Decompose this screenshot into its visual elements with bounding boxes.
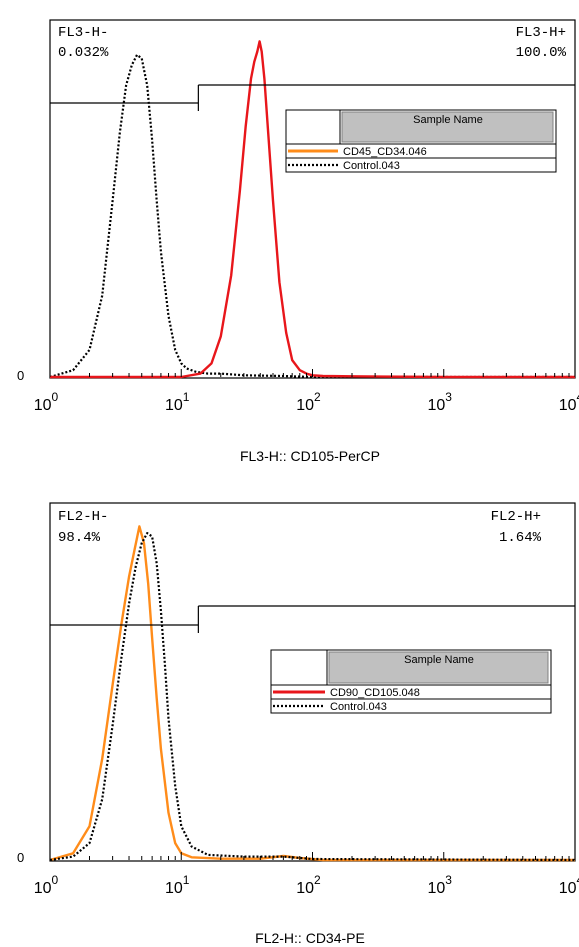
y-tick-zero: 0 xyxy=(17,850,24,865)
plot-frame xyxy=(49,19,576,379)
x-axis-label: FL2-H:: CD34-PE xyxy=(255,930,365,946)
x-tick-label: 100 xyxy=(34,390,59,414)
legend-entry-label: CD90_CD105.048 xyxy=(330,687,420,699)
x-tick-label: 104 xyxy=(559,873,579,897)
legend-header-shade xyxy=(341,111,554,143)
legend: Sample Name CD90_CD105.048 Control.043 xyxy=(270,649,552,714)
y-tick-zero: 0 xyxy=(17,368,24,383)
gate-right-label: FL2-H+ xyxy=(491,509,541,525)
legend-entry-label: Control.043 xyxy=(330,701,387,713)
x-axis: 100 101 102 103 104 xyxy=(34,852,579,897)
gate-left-label: FL2-H- xyxy=(58,509,108,525)
plot-frame xyxy=(49,502,576,862)
series-line-cd90-cd105-048 xyxy=(49,525,575,862)
gate-right-percent: 1.64% xyxy=(499,530,542,546)
x-tick-label: 102 xyxy=(296,873,321,897)
x-tick-label: 103 xyxy=(428,873,453,897)
gate-right-label: FL3-H+ xyxy=(516,25,566,41)
x-tick-label: 101 xyxy=(165,873,190,897)
legend-header-text: Sample Name xyxy=(413,114,483,126)
legend-header-text: Sample Name xyxy=(404,654,474,666)
series-line-cd45-cd34-046 xyxy=(50,40,575,379)
gate-right-percent: 100.0% xyxy=(516,45,567,61)
gate-left-percent: 98.4% xyxy=(58,530,101,546)
series-line-control-043 xyxy=(49,532,576,862)
gate-left-percent: 0.032% xyxy=(58,45,109,61)
legend-entry-label: CD45_CD34.046 xyxy=(343,146,427,158)
x-tick-label: 103 xyxy=(428,390,453,414)
legend-row xyxy=(285,157,557,173)
x-tick-label: 102 xyxy=(296,390,321,414)
x-axis: 100 101 102 103 104 xyxy=(34,369,579,414)
gate-left-label: FL3-H- xyxy=(58,25,108,41)
x-axis-label: FL3-H:: CD105-PerCP xyxy=(240,448,380,464)
x-tick-label: 101 xyxy=(165,390,190,414)
legend: Sample Name CD45_CD34.046 Control.043 xyxy=(285,109,557,173)
legend-header-shade xyxy=(328,651,549,684)
histogram-panel-cd34: Sample Name CD90_CD105.048 Control.043 100… xyxy=(17,502,579,946)
series-line-control-043 xyxy=(49,53,575,379)
legend-entry-label: Control.043 xyxy=(343,160,400,172)
x-tick-label: 104 xyxy=(559,390,579,414)
legend-row xyxy=(270,698,552,714)
x-tick-label: 100 xyxy=(34,873,59,897)
